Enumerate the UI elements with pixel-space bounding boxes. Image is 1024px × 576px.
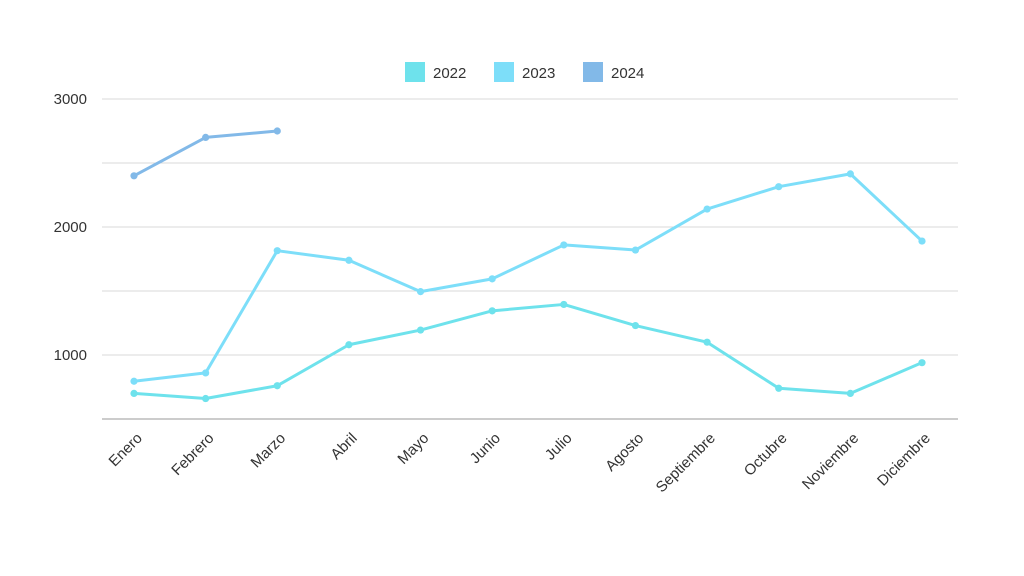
data-point xyxy=(130,172,138,180)
data-point xyxy=(488,275,496,283)
x-tick-label: Septiembre xyxy=(653,430,719,496)
x-tick-label: Mayo xyxy=(394,430,432,468)
data-point xyxy=(560,300,568,309)
data-point xyxy=(130,377,138,385)
data-point xyxy=(273,247,281,255)
data-point xyxy=(775,384,783,392)
x-tick-label: Julio xyxy=(542,430,576,464)
data-point xyxy=(416,288,425,296)
x-tick-label: Agosto xyxy=(602,430,647,475)
x-tick-label: Junio xyxy=(467,430,504,467)
data-point xyxy=(488,307,496,315)
series-line xyxy=(132,172,924,383)
series-2023 xyxy=(130,170,926,385)
data-point xyxy=(273,127,281,135)
series-2022 xyxy=(130,300,926,403)
legend-swatch xyxy=(583,62,603,82)
y-tick-label: 1000 xyxy=(54,347,87,364)
data-point xyxy=(416,326,425,334)
legend-swatch xyxy=(405,62,425,82)
data-point xyxy=(202,133,210,141)
y-axis-tick-labels: 1000 2000 3000 xyxy=(54,91,87,364)
series-2024 xyxy=(130,127,281,180)
data-point xyxy=(345,256,353,264)
legend-swatch xyxy=(494,62,514,82)
legend-label: 2024 xyxy=(611,65,644,82)
data-point xyxy=(130,389,138,397)
data-point xyxy=(202,394,210,403)
data-point xyxy=(631,321,640,330)
legend-label: 2023 xyxy=(522,65,555,82)
data-point xyxy=(345,341,353,349)
x-tick-label: Marzo xyxy=(248,430,289,471)
data-point xyxy=(631,246,640,254)
data-point xyxy=(846,389,854,397)
y-tick-label: 2000 xyxy=(54,219,87,236)
x-tick-label: Enero xyxy=(106,430,146,470)
y-tick-label: 3000 xyxy=(54,91,87,108)
data-point xyxy=(202,369,210,377)
grid-lines xyxy=(102,98,958,356)
data-point xyxy=(703,338,711,346)
data-point xyxy=(918,237,926,245)
data-point xyxy=(560,241,568,249)
x-tick-label: Febrero xyxy=(168,430,217,479)
series-lines xyxy=(130,127,926,403)
legend-item-2022[interactable]: 2022 xyxy=(405,62,466,82)
data-point xyxy=(918,359,926,367)
x-tick-label: Abril xyxy=(327,430,360,463)
legend-item-2024[interactable]: 2024 xyxy=(583,62,644,82)
series-line xyxy=(132,302,924,401)
legend-item-2023[interactable]: 2023 xyxy=(494,62,555,82)
x-tick-label: Octubre xyxy=(741,430,791,480)
data-point xyxy=(703,205,711,213)
legend-label: 2022 xyxy=(433,65,466,82)
legend[interactable]: 2022 2023 2024 xyxy=(405,62,644,82)
data-point xyxy=(775,183,783,191)
x-axis-tick-labels: Enero Febrero Marzo Abril Mayo Junio Julio Agos… xyxy=(106,430,934,496)
x-tick-label: Noviembre xyxy=(799,430,862,493)
x-tick-label: Diciembre xyxy=(874,430,934,490)
data-point xyxy=(846,170,854,178)
data-point xyxy=(273,382,281,390)
